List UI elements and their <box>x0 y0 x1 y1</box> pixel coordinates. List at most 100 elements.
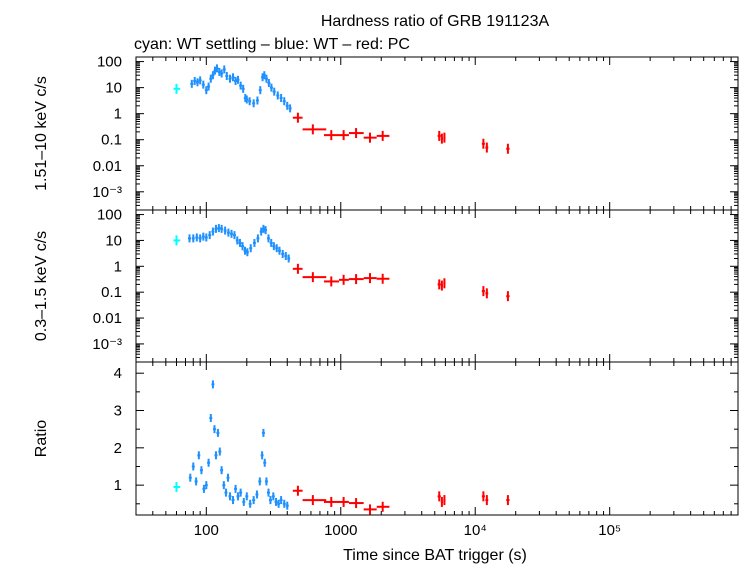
data-point <box>266 488 270 497</box>
data-point <box>220 224 224 233</box>
data-point <box>506 291 510 302</box>
data-point <box>173 83 181 94</box>
y-tick-label: 0.01 <box>93 158 122 175</box>
series-cyan <box>173 83 181 94</box>
chart-subtitle: cyan: WT settling – blue: WT – red: PC <box>134 36 410 53</box>
data-point <box>282 97 286 106</box>
x-tick-label: 10⁴ <box>464 522 487 539</box>
data-point <box>226 228 230 237</box>
y-tick-label: 1 <box>114 258 122 275</box>
y-tick-label: 100 <box>97 54 122 71</box>
data-point <box>222 481 226 490</box>
data-point <box>245 492 249 501</box>
data-point <box>285 101 289 110</box>
data-point <box>193 76 197 85</box>
data-point <box>228 492 232 501</box>
data-point <box>190 79 194 88</box>
panel-hard: 100 10 1 0.1 0.01 10⁻³ 1.51–10 keV c/s <box>33 54 739 211</box>
data-point <box>248 499 252 508</box>
data-point <box>198 234 202 243</box>
series-red <box>292 263 510 302</box>
data-point <box>285 501 289 510</box>
data-point <box>245 248 249 257</box>
series-red <box>292 485 510 515</box>
data-point <box>264 74 268 83</box>
data-point <box>348 498 364 509</box>
data-point <box>263 458 267 467</box>
y-tick-label: 0.01 <box>93 310 122 327</box>
data-point <box>223 226 227 235</box>
data-point <box>338 130 349 141</box>
data-point <box>481 286 485 297</box>
data-point <box>443 495 446 506</box>
data-point <box>292 112 303 123</box>
data-point <box>506 495 510 506</box>
data-point <box>234 484 238 493</box>
data-point <box>261 224 265 233</box>
data-point <box>261 428 265 437</box>
data-point <box>222 65 226 74</box>
data-point <box>440 280 443 291</box>
data-point <box>274 497 278 506</box>
y-tick-label: 2 <box>114 440 122 457</box>
data-point <box>252 99 256 108</box>
data-point <box>437 130 441 141</box>
data-point <box>249 244 253 253</box>
data-point <box>302 272 327 283</box>
data-point <box>258 86 262 95</box>
data-point <box>348 274 364 285</box>
data-point <box>323 496 339 507</box>
data-point <box>440 133 443 144</box>
data-point <box>188 234 192 243</box>
data-point <box>236 75 240 84</box>
data-point <box>338 274 349 285</box>
data-point <box>260 451 264 460</box>
panel-soft: 100 10 1 0.1 0.01 10⁻³ 0.3–1.5 keV c/s <box>33 207 739 363</box>
data-point <box>485 288 489 299</box>
data-point <box>204 86 208 95</box>
data-point <box>211 71 215 80</box>
data-point <box>208 231 212 240</box>
data-point <box>485 495 489 506</box>
y-tick-label: 1 <box>114 477 122 494</box>
series-blue <box>188 380 289 510</box>
data-point <box>443 132 446 143</box>
data-point <box>268 496 272 505</box>
data-point <box>197 451 201 460</box>
data-point <box>241 84 245 93</box>
data-point <box>282 499 286 508</box>
panel-frame <box>135 209 739 363</box>
x-tick-label: 1000 <box>324 522 357 539</box>
data-point <box>211 380 215 389</box>
data-point <box>323 130 339 141</box>
data-point <box>255 490 259 499</box>
series-red <box>292 112 510 154</box>
data-point <box>262 71 266 80</box>
y-tick-label: 100 <box>97 207 122 224</box>
data-point <box>437 279 441 290</box>
data-point <box>376 273 390 284</box>
data-point <box>201 232 205 241</box>
y-tick-label: 4 <box>114 365 122 382</box>
data-point <box>292 485 303 496</box>
data-point <box>292 263 303 274</box>
x-axis-label: Time since BAT trigger (s) <box>343 547 527 564</box>
data-point <box>195 233 199 242</box>
data-point <box>281 249 285 258</box>
data-point <box>214 224 218 233</box>
data-point <box>302 495 327 506</box>
data-point <box>277 246 281 255</box>
y-axis-label: Ratio <box>33 420 50 457</box>
data-point <box>277 499 281 508</box>
data-point <box>239 81 243 90</box>
data-point <box>266 234 270 243</box>
y-tick-label: 10 <box>105 80 122 97</box>
y-tick-label: 10⁻³ <box>92 336 122 353</box>
data-point <box>287 254 291 263</box>
data-point <box>236 492 240 501</box>
data-point <box>485 142 489 153</box>
data-point <box>191 462 195 471</box>
data-point <box>173 482 181 493</box>
data-point <box>199 466 203 475</box>
y-tick-label: 10⁻³ <box>92 184 122 201</box>
